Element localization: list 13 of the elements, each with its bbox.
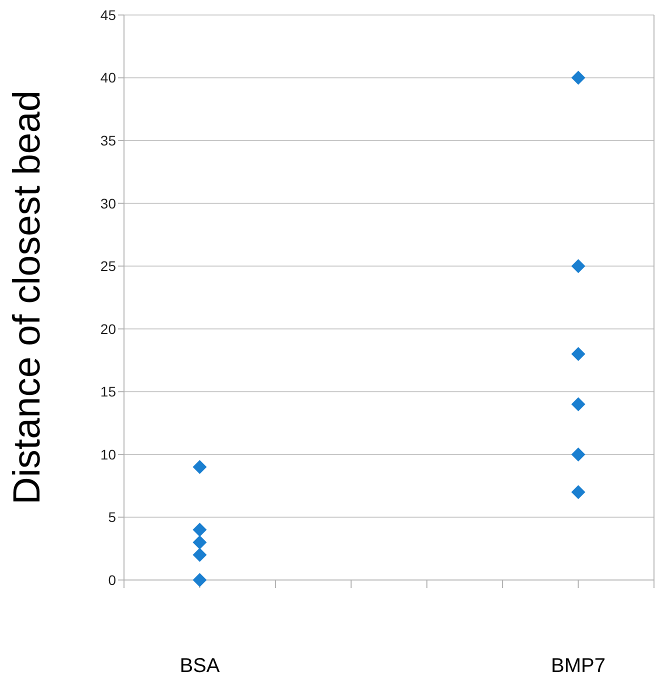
y-tick-label: 5	[108, 509, 116, 526]
y-tick-label: 0	[108, 572, 116, 588]
y-tick-label: 35	[100, 132, 116, 149]
y-tick-label: 30	[100, 195, 116, 212]
y-tick-label: 10	[100, 446, 116, 462]
y-tick-label: 20	[100, 320, 116, 337]
y-tick-label: 40	[100, 70, 116, 86]
y-tick-label: 25	[100, 258, 116, 274]
y-tick-label: 15	[100, 384, 116, 400]
x-tick-label: BMP7	[551, 655, 606, 677]
y-axis-title: Distance of closest bead	[6, 90, 48, 505]
x-tick-label: BSA	[180, 655, 220, 677]
y-tick-label: 45	[100, 6, 116, 23]
